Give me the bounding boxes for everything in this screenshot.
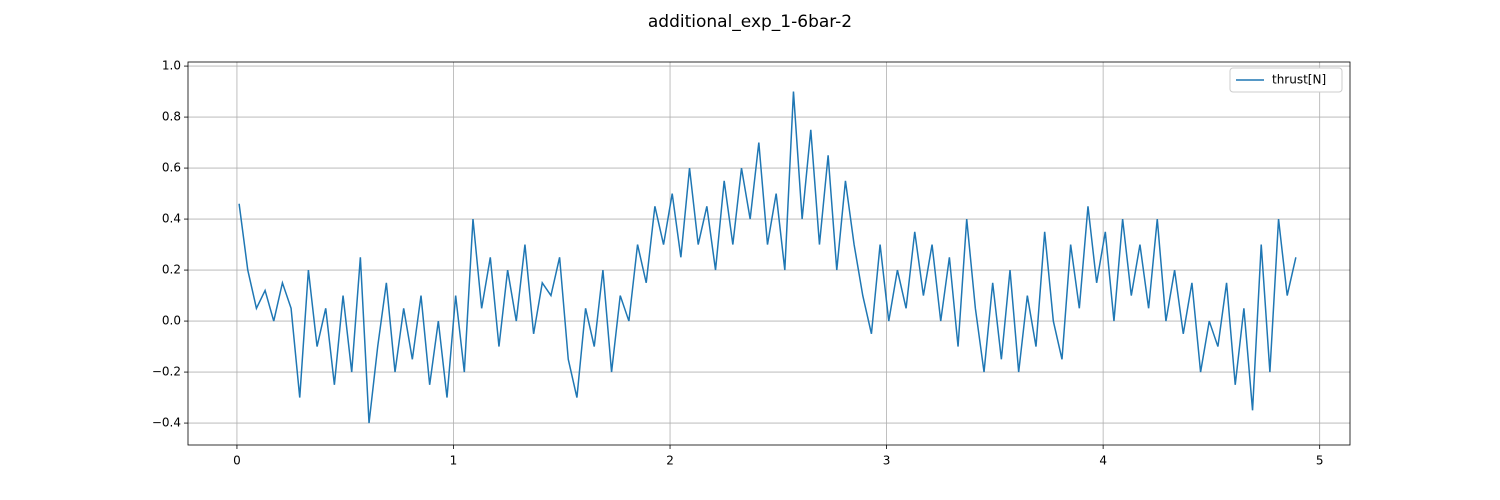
data-line [238,91,1297,424]
chart-title: additional_exp_1-6bar-2 [648,12,852,32]
x-tick-label: 2 [666,454,674,468]
legend-label: thrust[N] [1272,73,1326,87]
y-tick-label: −0.4 [152,416,181,430]
y-tick-label: 1.0 [162,59,181,73]
y-tick-label: 0.6 [162,161,181,175]
legend-box [1229,67,1343,93]
y-tick-label: 0.2 [162,263,181,277]
y-tick-label: −0.2 [152,365,181,379]
plot-frame [187,61,1351,446]
x-tick-label: 0 [233,454,241,468]
x-tick-label: 1 [450,454,458,468]
x-tick-label: 4 [1099,454,1107,468]
y-tick-label: 0.4 [162,212,181,226]
y-tick-label: 0.8 [162,110,181,124]
y-tick-label: 0.0 [162,314,181,328]
x-tick-label: 3 [883,454,891,468]
x-tick-label: 5 [1316,454,1324,468]
